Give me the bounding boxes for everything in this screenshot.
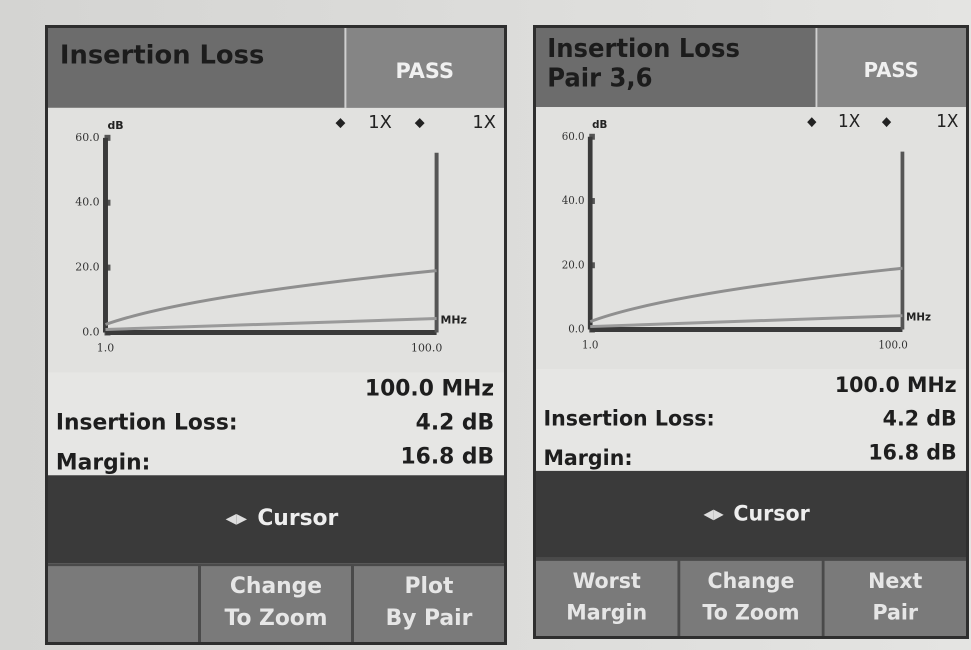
tester-panel: Insertion Loss Pair 3,6 PASS ◆ 1X ◆ 1X dB 60.0 40… — [533, 25, 969, 639]
cursor-icon: ◀▶ — [704, 507, 725, 522]
reading-value: 16.8 dB — [400, 444, 494, 469]
cursor-band — [536, 470, 966, 558]
x-tick-label: 1.0 — [97, 341, 114, 354]
y-tick — [589, 133, 595, 140]
title: Insertion Loss — [60, 40, 264, 70]
measured-curve — [105, 317, 437, 332]
reading-value: 16.8 dB — [868, 439, 956, 465]
cursor-band — [48, 475, 504, 564]
y-tick-label: 60.0 — [562, 131, 585, 143]
reading-value: 4.2 dB — [883, 405, 957, 431]
limit-curve — [105, 269, 437, 326]
status: PASS — [864, 58, 919, 83]
y-unit: dB — [107, 119, 123, 132]
soft-key-label[interactable]: Pair — [872, 599, 918, 625]
y-tick-label: 0.0 — [568, 323, 585, 335]
frequency: 100.0 MHz — [835, 371, 957, 397]
y-tick-label: 40.0 — [75, 196, 99, 209]
zoom-level: 1X — [936, 112, 958, 133]
soft-key-label[interactable]: To Zoom — [702, 599, 799, 625]
soft-key-label[interactable]: Next — [868, 567, 922, 593]
cursor-icon: ◀▶ — [226, 511, 248, 527]
reading-value: 4.2 dB — [416, 410, 494, 435]
y-tick-label: 20.0 — [75, 261, 99, 274]
x-unit: MHz — [906, 311, 931, 323]
zoom-level: 1X — [472, 112, 496, 133]
cursor-label: Cursor — [733, 500, 810, 526]
tester-panel: Insertion Loss PASS ◆ 1X ◆ 1X dB 60.0 40.0 20.0 0.… — [45, 25, 507, 645]
soft-key-label[interactable]: By Pair — [386, 606, 473, 631]
zoom-level: 1X — [838, 112, 860, 133]
x-tick-label: 1.0 — [582, 339, 599, 351]
zoom-arrow: ◆ — [882, 113, 892, 128]
status-box — [345, 28, 504, 108]
soft-key[interactable] — [353, 566, 504, 642]
soft-key-label[interactable]: Change — [230, 574, 322, 599]
soft-key[interactable] — [680, 560, 822, 636]
title: Insertion Loss — [547, 33, 740, 63]
status: PASS — [395, 59, 453, 83]
x-tick-label: 100.0 — [411, 341, 442, 354]
reading-label: Margin: — [56, 450, 150, 475]
limit-curve — [589, 266, 903, 324]
reading-label: Margin: — [543, 445, 632, 471]
reading-label: Insertion Loss: — [56, 410, 238, 435]
status-box — [816, 28, 966, 108]
soft-key-label[interactable]: Margin — [566, 599, 647, 625]
y-unit: dB — [592, 119, 607, 131]
title: Pair 3,6 — [547, 63, 652, 93]
panel-screen: Insertion Loss PASS ◆ 1X ◆ 1X dB 60.0 40.0 20.0 0.… — [48, 28, 504, 642]
frequency: 100.0 MHz — [365, 376, 494, 401]
soft-key-label[interactable]: Change — [708, 567, 795, 593]
zoom-arrow: ◆ — [415, 115, 425, 130]
x-unit: MHz — [441, 313, 467, 326]
reading-label: Insertion Loss: — [543, 405, 714, 431]
soft-key-label[interactable]: Worst — [573, 567, 641, 593]
y-tick-label: 20.0 — [562, 259, 585, 271]
measured-curve — [590, 314, 903, 329]
zoom-arrow: ◆ — [335, 115, 345, 130]
zoom-arrow: ◆ — [807, 113, 817, 128]
zoom-level: 1X — [368, 112, 392, 133]
y-tick-label: 0.0 — [82, 325, 99, 338]
soft-key — [48, 566, 199, 642]
x-tick-label: 100.0 — [878, 339, 908, 351]
y-tick-label: 40.0 — [562, 195, 585, 207]
soft-key-label[interactable]: To Zoom — [224, 606, 327, 631]
soft-key[interactable] — [200, 566, 352, 642]
soft-key-label[interactable]: Plot — [405, 574, 454, 599]
cursor-label: Cursor — [257, 506, 338, 531]
soft-key[interactable] — [536, 560, 678, 636]
soft-key[interactable] — [824, 560, 966, 636]
y-tick-label: 60.0 — [75, 131, 99, 144]
